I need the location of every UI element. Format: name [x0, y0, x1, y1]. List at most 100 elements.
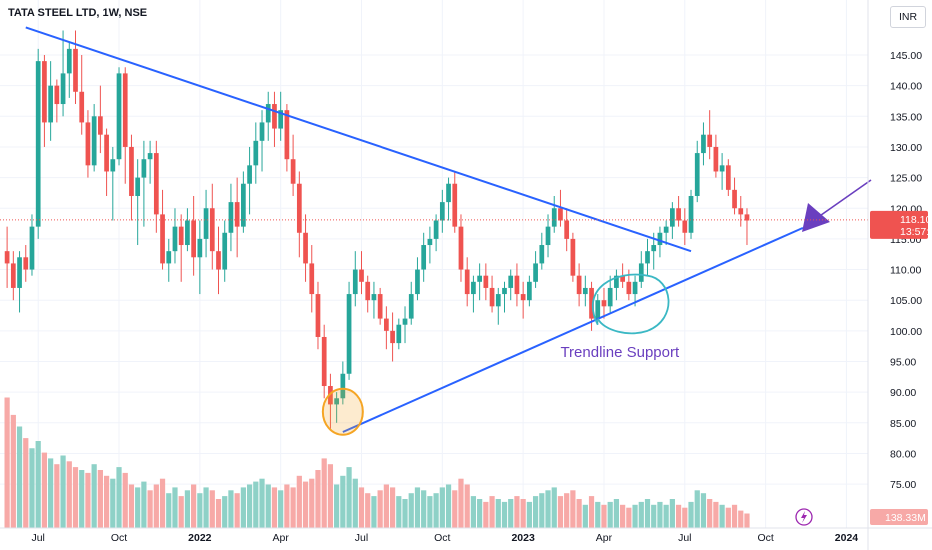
volume-bar [203, 487, 209, 528]
volume-bar [396, 496, 402, 528]
candle-body [104, 134, 109, 172]
volume-bar [334, 484, 340, 528]
candle-body [191, 220, 196, 258]
volume-bar [632, 504, 638, 528]
volume-bar [725, 507, 731, 528]
volume-bar [588, 496, 595, 528]
candle-body [576, 275, 582, 295]
candle-body [315, 294, 321, 337]
candle-body [290, 159, 296, 184]
x-tick-label: Apr [596, 532, 613, 544]
candle-body [334, 398, 339, 405]
candle-body [489, 287, 495, 307]
volume-bar [141, 481, 147, 528]
volume-bar [439, 487, 445, 528]
x-tick-label: 2023 [511, 532, 535, 544]
volume-bar [147, 490, 153, 528]
y-tick-label: 105.00 [890, 295, 922, 307]
currency-selector[interactable]: INR [890, 6, 926, 28]
candle-body [278, 110, 284, 129]
volume-bar [464, 484, 470, 528]
volume-bar [644, 499, 651, 528]
volume-bar [545, 490, 551, 528]
candle-body [707, 134, 713, 147]
volume-bar [514, 496, 520, 528]
arrow-shaft [813, 179, 872, 221]
volume-bar [365, 493, 371, 528]
volume-badge [870, 509, 928, 525]
volume-bar [234, 493, 240, 528]
volume-bar [651, 504, 657, 528]
candle-body [253, 140, 259, 166]
volume-bar [91, 464, 97, 528]
volume-bar [79, 470, 85, 528]
y-tick-label: 90.00 [890, 387, 916, 399]
candle-body [216, 251, 221, 270]
candle-body [657, 232, 663, 246]
volume-bar [278, 490, 284, 528]
grid [0, 0, 868, 528]
volume-bar [228, 490, 234, 528]
candle-body [421, 245, 427, 270]
volume-bar [738, 510, 744, 528]
volume-bar [246, 484, 253, 528]
candle-body [241, 183, 246, 227]
x-tick-label: Jul [31, 532, 44, 544]
volume-bar [309, 478, 315, 528]
candle-body [29, 226, 35, 270]
drawings: Trendline Support [0, 26, 872, 436]
volume-bar [489, 496, 495, 528]
volume-bar [16, 426, 23, 528]
x-tick-label: 2022 [188, 532, 212, 544]
candle-body [359, 269, 364, 282]
volume-bar [103, 475, 110, 528]
candle-body [539, 245, 545, 264]
volume-bar [408, 493, 414, 528]
descending-trendline [25, 26, 692, 253]
candle-body [570, 238, 576, 276]
candle-body [234, 202, 240, 227]
volume-bar [159, 478, 166, 528]
candle-body [533, 263, 538, 282]
volume-bar [570, 490, 576, 528]
volume-bar [421, 490, 427, 528]
candle-body [620, 275, 625, 282]
x-tick-label: Jul [355, 532, 368, 544]
candle-body [464, 269, 470, 295]
candle-body [73, 48, 78, 92]
volume-bar [327, 464, 334, 528]
x-tick-label: 2024 [835, 532, 859, 544]
candle-body [719, 165, 725, 172]
volume-bar [290, 487, 296, 528]
x-tick-label: Oct [111, 532, 127, 544]
candle-body [458, 226, 464, 270]
candle-body [166, 251, 172, 264]
volume-bar [377, 490, 383, 528]
volume-bar [700, 493, 707, 528]
volume-bar [744, 513, 750, 528]
low-highlight-circle [321, 387, 364, 436]
last-price-badge [870, 210, 928, 239]
candle-body [433, 220, 439, 239]
volume-bar [128, 484, 135, 528]
volume-bar [433, 493, 439, 528]
y-tick-label: 100.00 [890, 326, 922, 338]
candle-body [738, 208, 744, 215]
volume-bar [29, 448, 35, 528]
volume-bar [41, 452, 48, 528]
volume-bar [669, 499, 675, 528]
candle-body [670, 208, 675, 227]
volume-bar [477, 499, 483, 528]
candle-body [197, 238, 203, 258]
candle-body [352, 269, 358, 295]
candle-body [508, 275, 514, 288]
volume-bar [675, 504, 682, 528]
candle-body [328, 386, 333, 405]
x-tick-label: Oct [757, 532, 773, 544]
candle-body [545, 226, 551, 246]
volume-bar [508, 499, 514, 528]
candle-body [365, 281, 371, 301]
volume-bar [620, 504, 626, 528]
